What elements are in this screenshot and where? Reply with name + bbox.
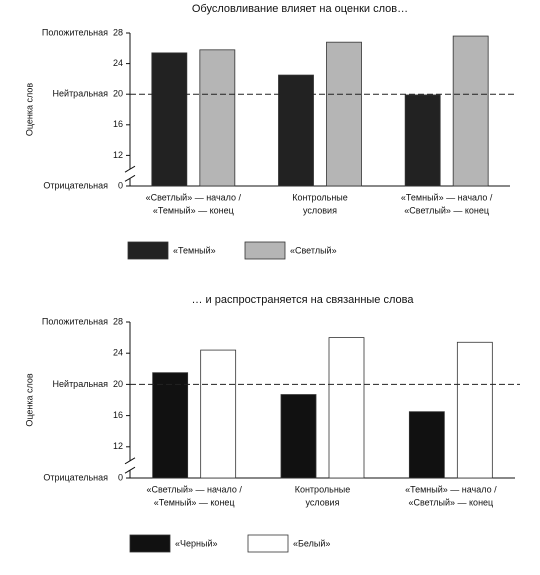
y-tick-label: 28 [113,27,123,37]
y-level-label: Отрицательная [43,472,108,482]
bar [151,52,188,187]
y-tick-label: 20 [113,89,123,99]
chart-title: … и распространяется на связанные слова [192,294,415,306]
x-tick-label: «Темный» — конец [153,205,234,215]
y-tick-label: 28 [113,316,123,326]
bar [404,94,441,187]
bar [199,49,236,187]
bar [280,394,317,479]
x-tick-label: Контрольные [295,484,351,494]
legend-label: «Темный» [173,245,216,255]
y-axis-title: Оценка слов [24,83,34,137]
y-level-label: Нейтральная [53,89,109,99]
y-tick-label: 0 [118,180,123,190]
y-level-label: Положительная [42,316,108,326]
axis-break [124,457,136,474]
x-tick-label: «Темный» — конец [154,497,235,507]
legend-label: «Светлый» [290,245,337,255]
legend-swatch [247,534,289,553]
x-tick-label: «Темный» — начало / [401,192,493,202]
bar [326,41,362,187]
y-tick-label: 0 [118,472,123,482]
legend-swatch [127,241,169,260]
y-level-label: Положительная [42,27,108,37]
bar [408,411,445,479]
legend-label: «Белый» [293,538,330,548]
x-tick-label: Контрольные [292,192,348,202]
legend-swatch [244,241,286,260]
x-tick-label: «Светлый» — конец [404,205,489,215]
y-tick-label: 12 [113,150,123,160]
bar [328,337,365,479]
x-tick-label: «Светлый» — конец [408,497,493,507]
y-level-label: Отрицательная [43,180,108,190]
bar [456,341,493,479]
x-tick-label: «Светлый» — начало / [146,192,242,202]
x-tick-label: условия [303,205,337,215]
axis-break [124,165,136,182]
legend-label: «Черный» [175,538,218,548]
y-tick-label: 16 [113,410,123,420]
y-tick-label: 24 [113,58,123,68]
x-tick-label: «Темный» — начало / [405,484,497,494]
bar [200,349,237,479]
x-tick-label: условия [306,497,340,507]
y-tick-label: 12 [113,441,123,451]
x-tick-label: «Светлый» — начало / [146,484,242,494]
chart-title: Обусловливание влияет на оценки слов… [192,3,408,15]
bar [152,372,189,479]
bar [278,74,314,187]
y-axis-title: Оценка слов [24,373,34,427]
y-tick-label: 24 [113,348,123,358]
legend-swatch [129,534,171,553]
y-tick-label: 20 [113,379,123,389]
y-level-label: Нейтральная [53,379,109,389]
y-tick-label: 16 [113,119,123,129]
bar [452,35,489,187]
